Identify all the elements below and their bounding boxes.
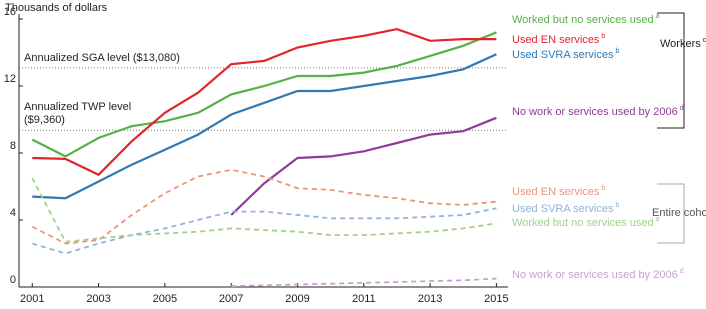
legend-note: b <box>601 185 605 192</box>
group-note: c <box>703 37 706 44</box>
x-tick-label: 2005 <box>153 293 177 305</box>
legend-label: Worked but no services used a <box>512 216 660 229</box>
y-axis-title: Thousands of dollars <box>5 2 108 14</box>
y-tick-label: 0 <box>10 274 16 286</box>
x-tick-label: 2007 <box>219 293 243 305</box>
y-tick-label: 4 <box>10 207 16 219</box>
cohort-bracket <box>657 183 685 244</box>
legend-name: No work or services used by 2006 <box>512 269 678 281</box>
y-tick-label: 16 <box>4 6 16 18</box>
reference-label: Annualized SGA level ($13,080) <box>24 52 180 64</box>
y-tick-label: 8 <box>10 140 16 152</box>
x-tick-label: 2013 <box>418 293 442 305</box>
legend-name: Worked but no services used <box>512 14 654 26</box>
group-label: Workers c <box>660 37 706 50</box>
series-line <box>32 27 497 177</box>
legend-note: d <box>680 105 684 112</box>
legend-label: Worked but no services used a <box>512 13 660 26</box>
x-tick-label: 2001 <box>20 293 44 305</box>
x-tick-label: 2003 <box>86 293 110 305</box>
group-name: Entire cohort <box>652 207 706 219</box>
legend-name: Worked but no services used <box>512 217 654 229</box>
legend-name: No work or services used by 2006 <box>512 106 678 118</box>
legend-note: a <box>656 216 660 223</box>
workers-bracket <box>657 12 685 129</box>
legend-note: a <box>656 13 660 20</box>
x-tick-label: 2011 <box>352 293 376 305</box>
legend-name: Used EN services <box>512 34 600 46</box>
x-tick-label: 2015 <box>484 293 508 305</box>
legend-name: Used SVRA services <box>512 49 614 61</box>
series-line <box>31 177 497 243</box>
series-line <box>31 31 497 158</box>
group-label: Entire cohort <box>652 207 706 219</box>
series-line <box>31 168 497 245</box>
legend-note: d <box>680 268 684 275</box>
legend-name: Used SVRA services <box>512 203 614 215</box>
legend-note: b <box>615 48 619 55</box>
legend-name: Used EN services <box>512 186 600 198</box>
series-line <box>32 207 497 255</box>
legend-label: No work or services used by 2006 d <box>512 268 684 281</box>
y-tick-label: 12 <box>4 73 16 85</box>
legend-label: No work or services used by 2006 d <box>512 105 684 118</box>
reference-label: Annualized TWP level <box>24 101 131 113</box>
legend-label: Used EN services b <box>512 185 605 198</box>
legend-label: Used SVRA services b <box>512 202 619 215</box>
series-line <box>230 116 497 216</box>
x-tick-label: 2009 <box>285 293 309 305</box>
reference-label: ($9,360) <box>24 114 65 126</box>
legend-note: b <box>615 202 619 209</box>
legend-label: Used EN services b <box>512 33 605 46</box>
group-name: Workers <box>660 38 701 50</box>
series-line <box>32 53 497 200</box>
legend-note: b <box>601 33 605 40</box>
legend-label: Used SVRA services b <box>512 48 619 61</box>
